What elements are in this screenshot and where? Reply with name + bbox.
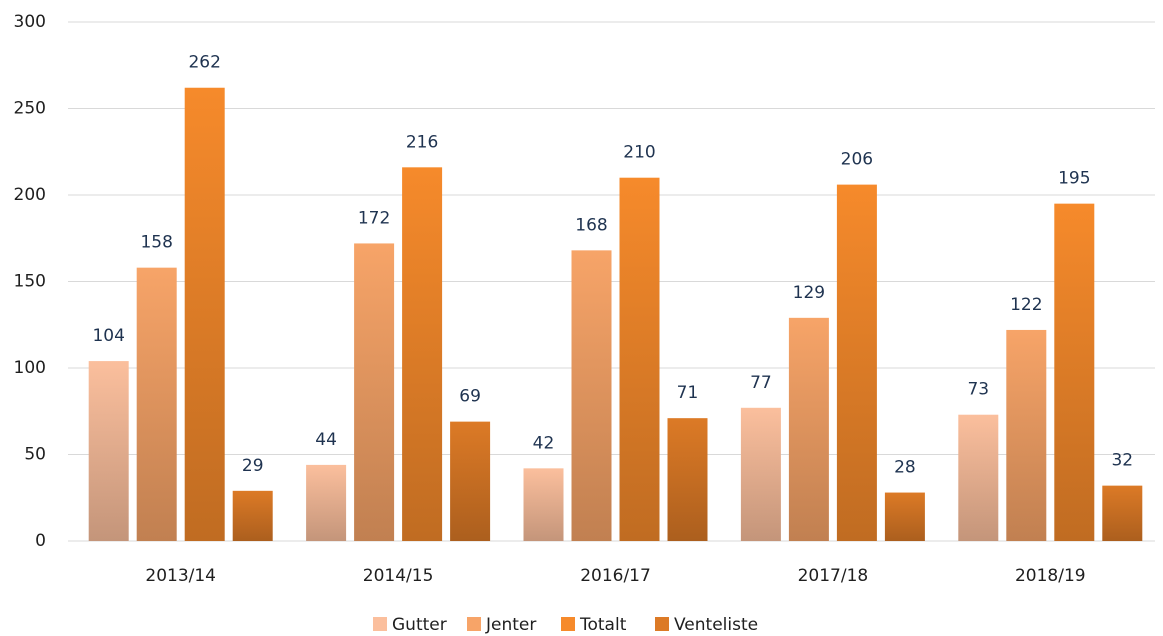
value-label: 69: [459, 387, 481, 407]
value-label: 29: [242, 456, 264, 476]
x-tick-label: 2018/19: [1015, 566, 1086, 586]
value-label: 28: [894, 458, 916, 478]
bar: [1102, 485, 1143, 541]
bar: [740, 407, 781, 541]
y-tick-label: 100: [14, 358, 46, 378]
legend-label: Totalt: [579, 615, 627, 635]
bar: [354, 243, 395, 541]
bar: [884, 492, 925, 541]
legend-label: Gutter: [392, 615, 447, 635]
value-label: 104: [92, 326, 124, 346]
value-label: 44: [315, 430, 337, 450]
value-label: 195: [1058, 169, 1090, 189]
bar: [232, 490, 273, 541]
legend-swatch: [467, 617, 481, 631]
legend-swatch: [655, 617, 669, 631]
bar: [958, 414, 999, 541]
value-label: 77: [750, 373, 772, 393]
bar: [571, 250, 612, 542]
value-label: 32: [1111, 451, 1133, 471]
bar: [450, 421, 491, 541]
bar: [88, 361, 129, 541]
value-label: 129: [793, 283, 825, 303]
value-label: 168: [575, 215, 607, 235]
y-tick-label: 300: [14, 12, 46, 32]
bar: [306, 464, 347, 541]
legend-label: Venteliste: [674, 615, 758, 635]
legend-swatch: [373, 617, 387, 631]
bar: [788, 317, 829, 541]
value-label: 122: [1010, 295, 1042, 315]
x-tick-label: 2017/18: [798, 566, 869, 586]
y-tick-label: 200: [14, 185, 46, 205]
value-label: 42: [533, 433, 555, 453]
bar: [667, 418, 708, 541]
x-tick-label: 2016/17: [580, 566, 651, 586]
y-tick-label: 250: [14, 99, 46, 119]
value-label: 210: [623, 143, 655, 163]
x-tick-label: 2014/15: [363, 566, 434, 586]
x-tick-label: 2013/14: [145, 566, 216, 586]
bar: [184, 87, 225, 542]
bar: [619, 177, 660, 541]
bar: [523, 468, 564, 541]
value-label: 206: [841, 150, 873, 170]
bar: [836, 184, 877, 541]
value-label: 262: [188, 53, 220, 73]
legend-label: Jenter: [485, 615, 536, 635]
legend-swatch: [561, 617, 575, 631]
bar: [1006, 329, 1047, 541]
value-label: 172: [358, 208, 390, 228]
value-label: 216: [406, 132, 438, 152]
value-label: 73: [967, 380, 989, 400]
y-tick-label: 150: [14, 272, 46, 292]
bar: [402, 167, 443, 541]
bar: [136, 267, 177, 541]
bar: [1054, 203, 1095, 541]
value-label: 71: [677, 383, 699, 403]
value-label: 158: [140, 233, 172, 253]
y-tick-label: 0: [35, 531, 46, 551]
y-tick-label: 50: [24, 445, 46, 465]
